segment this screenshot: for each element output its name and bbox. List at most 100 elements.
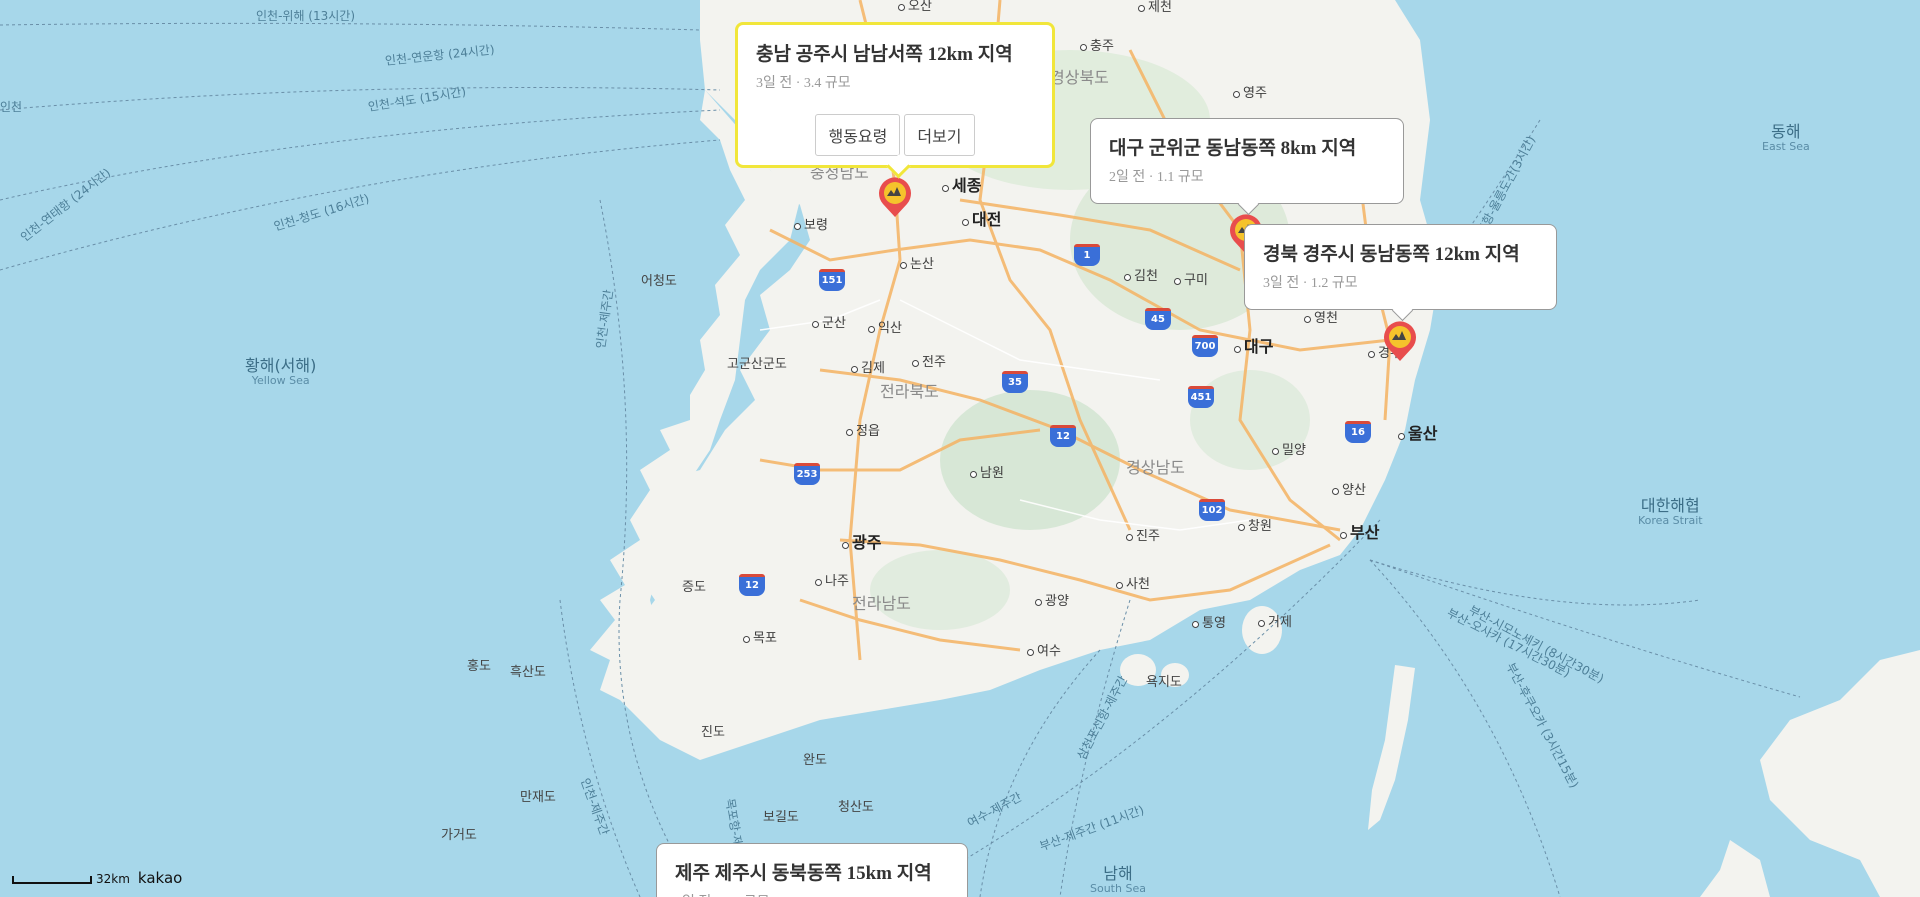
city-label[interactable]: 사천	[1116, 578, 1150, 591]
earthquake-popup[interactable]: 경북 경주시 동남동쪽 12km 지역 3일 전 · 1.2 규모	[1244, 224, 1557, 322]
city-name: 익산	[878, 321, 902, 336]
sea-ko: 대한해협	[1640, 496, 1700, 515]
city-dot-icon	[743, 636, 750, 643]
earthquake-popup[interactable]: 제주 제주시 동북동쪽 15km 지역 1일 전 · 1.6 규모	[656, 843, 968, 897]
city-name: 충주	[1090, 39, 1114, 54]
city-dot-icon	[1258, 620, 1265, 627]
popup-title: 대구 군위군 동남동쪽 8km 지역	[1109, 138, 1357, 159]
city-dot-icon	[851, 366, 858, 373]
city-dot-icon	[1238, 524, 1245, 531]
city-label[interactable]: 오산	[898, 0, 932, 13]
island-label: 만재도	[520, 790, 556, 805]
popup-title: 경북 경주시 동남동쪽 12km 지역	[1263, 244, 1520, 265]
city-label[interactable]: 영천	[1304, 312, 1338, 325]
city-name: 논산	[910, 257, 934, 272]
city-label[interactable]: 익산	[868, 322, 902, 335]
city-dot-icon	[1124, 274, 1131, 281]
city-label[interactable]: 대전	[962, 212, 1001, 228]
sea-label-yellow: 황해(서해) Yellow Sea	[245, 357, 316, 386]
scale-label: 32km	[96, 872, 130, 886]
city-name: 통영	[1202, 616, 1226, 631]
city-label[interactable]: 나주	[815, 575, 849, 588]
island-label: 흑산도	[510, 665, 546, 680]
city-dot-icon	[1138, 5, 1145, 12]
region-label: 전라북도	[880, 382, 939, 401]
earthquake-popup[interactable]: 대구 군위군 동남동쪽 8km 지역 2일 전 · 1.1 규모	[1090, 118, 1404, 216]
city-dot-icon	[846, 429, 853, 436]
sea-ko: 동해	[1771, 122, 1801, 141]
city-name: 대구	[1244, 337, 1274, 356]
earthquake-marker-icon[interactable]	[877, 176, 913, 218]
kakao-logo[interactable]: kakao	[137, 869, 183, 887]
city-dot-icon	[970, 471, 977, 478]
city-label[interactable]: 거제	[1258, 616, 1292, 629]
city-name: 창원	[1248, 519, 1272, 534]
city-label[interactable]: 논산	[900, 258, 934, 271]
city-dot-icon	[900, 262, 907, 269]
city-label[interactable]: 부산	[1340, 525, 1379, 541]
city-label[interactable]: 대구	[1234, 339, 1273, 355]
city-dot-icon	[1304, 316, 1311, 323]
city-label[interactable]: 남원	[970, 467, 1004, 480]
city-label[interactable]: 통영	[1192, 617, 1226, 630]
city-label[interactable]: 세종	[942, 178, 981, 194]
city-label[interactable]: 보령	[794, 219, 828, 232]
island-label: 증도	[682, 580, 706, 595]
land-west-coast	[590, 90, 800, 760]
city-name: 남원	[980, 466, 1004, 481]
city-dot-icon	[912, 360, 919, 367]
city-dot-icon	[1398, 433, 1405, 440]
region-label: 전라남도	[852, 594, 911, 613]
city-label[interactable]: 울산	[1398, 426, 1437, 442]
city-label[interactable]: 충주	[1080, 40, 1114, 53]
city-label[interactable]: 창원	[1238, 520, 1272, 533]
highway-shield-icon: 35	[1002, 371, 1028, 393]
city-label[interactable]: 김제	[851, 362, 885, 375]
city-name: 세종	[952, 176, 982, 195]
city-name: 밀양	[1282, 443, 1306, 458]
city-label[interactable]: 제천	[1138, 1, 1172, 14]
island-label: 가거도	[441, 828, 477, 843]
city-label[interactable]: 여수	[1027, 645, 1061, 658]
city-name: 영천	[1314, 311, 1338, 326]
city-label[interactable]: 목포	[743, 632, 777, 645]
city-label[interactable]: 전주	[912, 356, 946, 369]
popup-subtitle: 3일 전 · 1.2 규모	[1263, 276, 1358, 291]
city-dot-icon	[1332, 488, 1339, 495]
island-label: 고군산군도	[727, 357, 787, 372]
city-name: 전주	[922, 355, 946, 370]
earthquake-marker-icon[interactable]	[1382, 320, 1418, 362]
city-dot-icon	[898, 4, 905, 11]
city-label[interactable]: 광주	[842, 535, 881, 551]
city-name: 보령	[804, 218, 828, 233]
island-label: 어청도	[641, 274, 677, 289]
highway-shield-icon: 1	[1074, 244, 1100, 266]
sea-en: East Sea	[1762, 139, 1810, 153]
city-label[interactable]: 진주	[1126, 530, 1160, 543]
city-name: 영주	[1243, 86, 1267, 101]
earthquake-popup-active[interactable]: 충남 공주시 남남서쪽 12km 지역 3일 전 · 3.4 규모 행동요령 더…	[735, 22, 1055, 179]
scale-bar	[12, 875, 92, 884]
city-dot-icon	[1368, 351, 1375, 358]
city-label[interactable]: 밀양	[1272, 444, 1306, 457]
city-label[interactable]: 김천	[1124, 270, 1158, 283]
city-dot-icon	[794, 223, 801, 230]
more-button[interactable]: 더보기	[904, 114, 975, 156]
city-dot-icon	[1234, 346, 1241, 353]
city-label[interactable]: 영주	[1233, 87, 1267, 100]
highway-shield-icon: 16	[1345, 421, 1371, 443]
city-label[interactable]: 군산	[812, 317, 846, 330]
highway-shield-icon: 45	[1145, 308, 1171, 330]
map-scale: 32km kakao	[12, 869, 182, 887]
city-label[interactable]: 구미	[1174, 274, 1208, 287]
highway-shield-icon: 12	[1050, 425, 1076, 447]
city-name: 김제	[861, 361, 885, 376]
guideline-button[interactable]: 행동요령	[815, 114, 901, 156]
city-label[interactable]: 양산	[1332, 484, 1366, 497]
sea-ko: 남해	[1103, 864, 1133, 883]
city-name: 대전	[972, 210, 1002, 229]
city-dot-icon	[1233, 91, 1240, 98]
city-name: 사천	[1126, 577, 1150, 592]
city-label[interactable]: 정읍	[846, 425, 880, 438]
city-label[interactable]: 광양	[1035, 595, 1069, 608]
